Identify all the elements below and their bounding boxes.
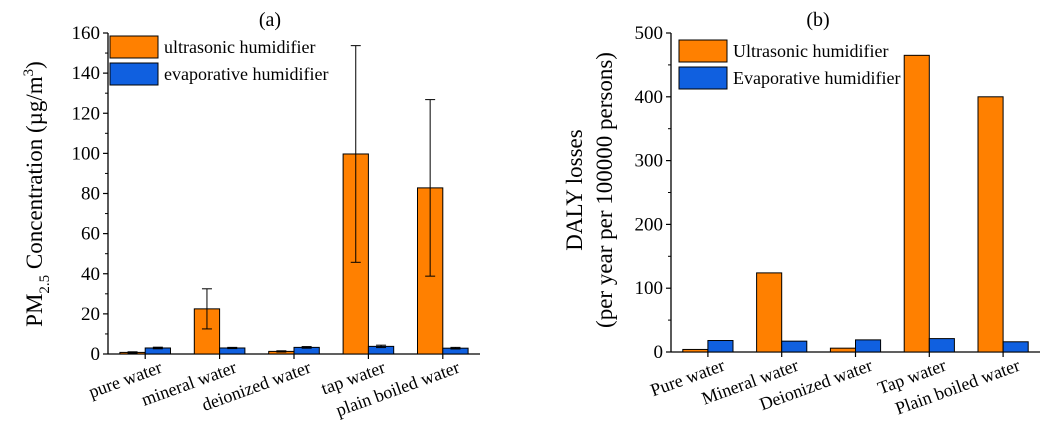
panel-b-y-tick-label: 400 [635,87,664,108]
panel-b-bar-series1 [829,347,857,353]
panel-b-ylabel-line2: (per year per 100000 persons) [592,52,617,328]
panel-b-y-tick-label: 0 [654,342,664,363]
panel-a-legend-label: ultrasonic humidifier [164,37,315,57]
panel-b-label: (b) [806,9,829,31]
panel-b-legend-label: Evaporative humidifier [733,68,900,88]
panel-b-bar-series2 [928,338,955,353]
panel-a-y-tick-label: 160 [72,23,101,44]
panel-a-y-tick-label: 100 [72,143,101,164]
panel-a-label: (a) [259,9,281,31]
panel-a-y-tick-label: 80 [81,184,100,205]
panel-a-ylabel-main: PM [22,294,47,327]
panel-b-bar-series2 [1002,341,1029,353]
panel-b-legend-label: Ultrasonic humidifier [733,41,888,61]
panel-b-legend-swatch [678,39,728,63]
panel-b-bar-series2 [781,340,808,353]
panel-a-ylabel-rest: Concentration (µg/m [22,76,47,275]
panel-b-bar-series2 [707,340,734,353]
panel-b-y-tick-label: 100 [635,278,664,299]
panel-b-bar-series1 [682,348,709,353]
panel-b-bar-series1 [977,96,1004,353]
panel-a-ylabel-sub: 2.5 [37,275,53,294]
panel-b-y-tick-label: 300 [635,151,664,172]
panel-b-legend-swatch [678,66,728,90]
panel-b-y-tick-label: 500 [635,23,664,44]
panel-b-ylabel-line1: DALY losses [562,129,587,250]
panel-a-legend-swatch [109,35,159,59]
panel-a-legend-swatch [109,62,159,86]
panel-a-legend: ultrasonic humidifier evaporative humidif… [109,35,328,86]
panel-b-bar-series2 [855,339,882,353]
panel-a-y-tick-label: 120 [72,103,101,124]
panel-a-legend-label: evaporative humidifier [164,64,328,84]
panel-a-y-tick-label: 40 [81,264,100,285]
panel-a-ylabel-close: ) [22,61,47,69]
panel-a-y-tick-label: 140 [72,63,101,84]
panel-a-ylabel: PM2.5 Concentration (µg/m3) [21,61,53,327]
panel-a-y-tick-label: 60 [81,224,100,245]
panel-b-legend: Ultrasonic humidifier Evaporative humidif… [678,39,900,90]
panel-b-bar-series1 [903,54,930,353]
panel-b-bar-series1 [756,272,783,353]
panel-a-y-tick-label: 0 [91,344,101,365]
panel-a-y-tick-label: 20 [81,304,100,325]
panel-a-ylabel-sup: 3 [21,69,37,77]
panel-b-y-tick-label: 200 [635,214,664,235]
